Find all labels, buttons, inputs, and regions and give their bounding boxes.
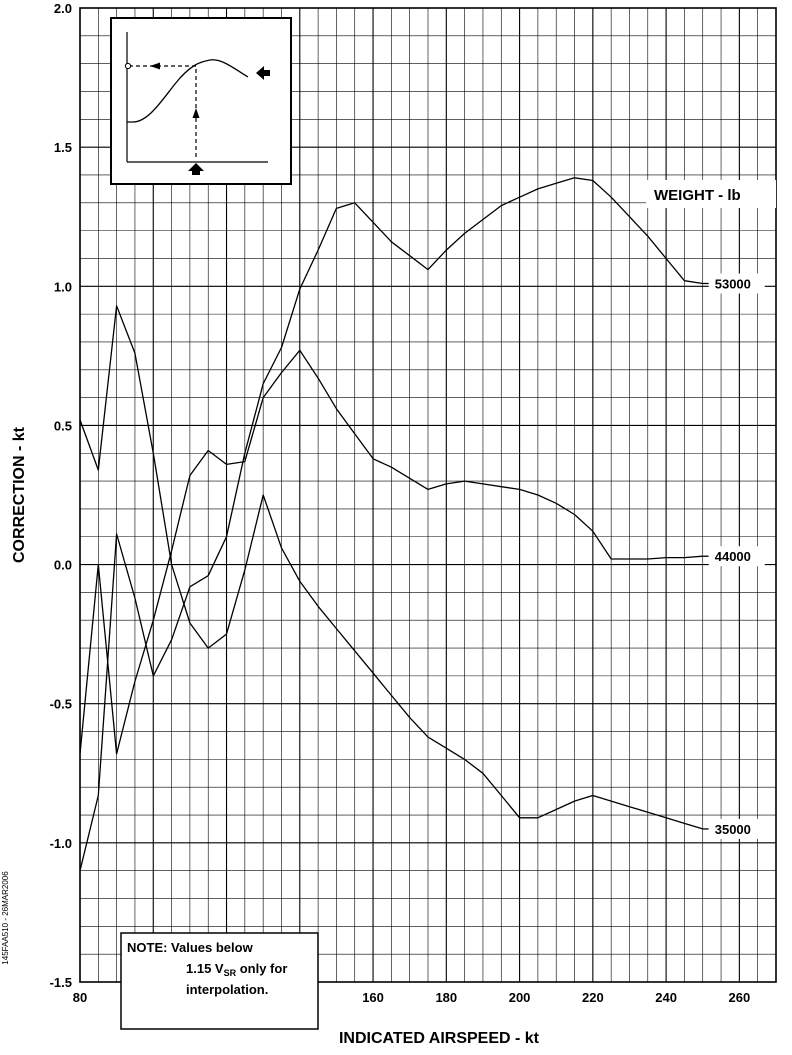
series-label-35000: 35000	[715, 822, 751, 837]
note-box: NOTE: Values below 1.15 VSR only for int…	[120, 932, 319, 1030]
y-tick-label: -1.5	[50, 975, 72, 990]
x-tick-label: 240	[655, 990, 677, 1005]
series-label-53000: 53000	[715, 277, 751, 292]
y-tick-label: 0.5	[54, 418, 72, 433]
x-tick-label: 260	[729, 990, 751, 1005]
inset-entry-arrow-icon	[188, 163, 204, 175]
note-line-1: NOTE: Values below	[127, 940, 254, 955]
note-line-2: 1.15 VSR only for	[186, 961, 287, 978]
inset-up-arrowhead	[192, 108, 200, 118]
series-label-backing-44000	[708, 546, 765, 567]
inset-diagram	[110, 17, 292, 185]
inset-curve	[127, 59, 249, 123]
y-tick-label: 0.0	[54, 558, 72, 573]
series-label-backing-53000	[708, 273, 765, 294]
x-tick-label: 220	[582, 990, 604, 1005]
series-lines: 53000 44000 35000	[79, 177, 765, 871]
x-axis-title: INDICATED AIRSPEED - kt	[339, 1030, 540, 1047]
series-line-35000	[79, 305, 703, 830]
y-tick-label: 1.5	[54, 140, 72, 155]
inset-weight-arrow-icon	[256, 66, 270, 80]
y-tick-label: -1.0	[50, 836, 72, 851]
note-box-border	[120, 932, 319, 1030]
y-axis-title: CORRECTION - kt	[11, 426, 28, 563]
x-tick-label: 180	[435, 990, 457, 1005]
x-tick-label: 160	[362, 990, 384, 1005]
x-tick-label: 80	[73, 990, 87, 1005]
plot-frame	[79, 7, 777, 983]
series-line-44000	[79, 349, 703, 755]
series-label-backing-35000	[708, 818, 765, 839]
legend-title-backing	[646, 180, 776, 208]
inset-box	[110, 17, 292, 185]
inset-left-arrowhead	[150, 62, 160, 70]
inset-result-marker	[124, 62, 132, 70]
figure-code: 145FAA510 - 26MAR2006	[1, 871, 10, 965]
x-tick-label: 200	[509, 990, 531, 1005]
legend-title: WEIGHT - lb	[654, 187, 741, 204]
note-line-3: interpolation.	[186, 982, 268, 997]
y-tick-label: -0.5	[50, 697, 72, 712]
series-label-44000: 44000	[715, 549, 751, 564]
y-tick-label: 2.0	[54, 1, 72, 16]
y-tick-label: 1.0	[54, 279, 72, 294]
y-tick-labels: -1.5 -1.0 -0.5 0.0 0.5 1.0 1.5 2.0	[50, 1, 72, 990]
